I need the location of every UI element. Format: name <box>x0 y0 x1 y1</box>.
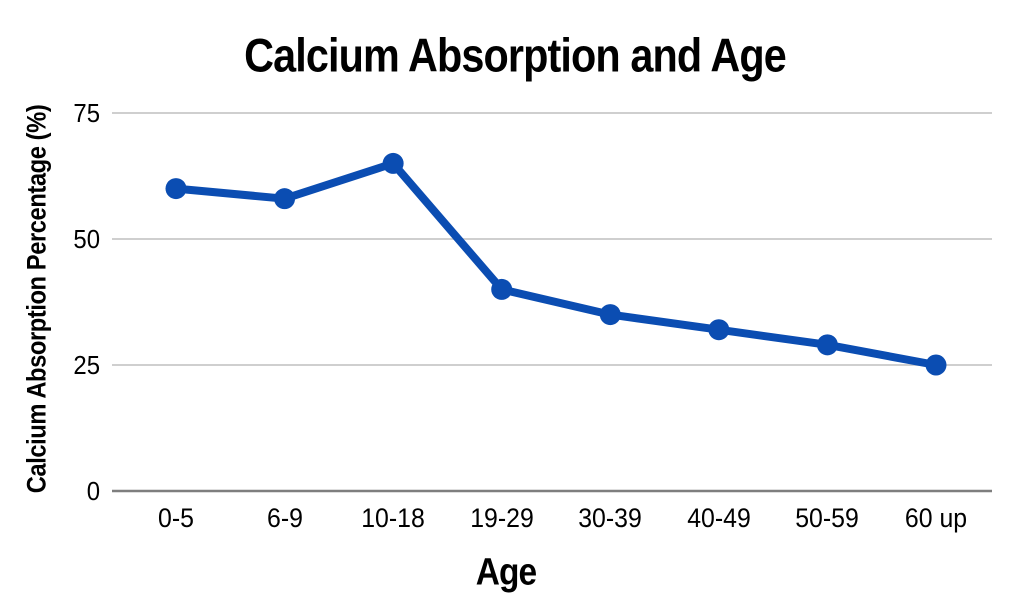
data-point <box>382 152 404 174</box>
x-axis-title-text: Age <box>475 551 537 594</box>
plot-area <box>112 112 992 493</box>
data-point <box>165 178 187 200</box>
x-tick-label: 40-49 <box>687 503 751 533</box>
x-tick-label: 6-9 <box>266 503 303 533</box>
x-axis-title: Age <box>472 552 541 595</box>
x-tick-label: 30-39 <box>578 503 643 533</box>
y-axis-title: Calcium Absorption Percentage (%) <box>22 78 53 520</box>
data-point <box>925 354 947 376</box>
series-line <box>172 159 940 369</box>
x-tick-label: 50-59 <box>795 503 860 533</box>
x-tick-label: 0-5 <box>158 503 194 533</box>
data-point <box>491 278 513 300</box>
y-tick-label: 75 <box>73 98 100 128</box>
chart-title: Calcium Absorption and Age <box>207 28 823 83</box>
y-tick-label: 0 <box>86 476 100 506</box>
y-tick-label: 25 <box>73 350 100 380</box>
data-point <box>816 334 838 356</box>
x-tick-label: 19-29 <box>469 503 534 533</box>
data-point <box>708 319 730 341</box>
x-tick-label: 60 up <box>904 503 968 533</box>
data-point <box>274 188 296 210</box>
y-axis-title-text: Calcium Absorption Percentage (%) <box>21 104 52 494</box>
chart-title-text: Calcium Absorption and Age <box>244 28 787 82</box>
y-tick-label: 50 <box>73 224 100 254</box>
data-point <box>599 304 621 326</box>
x-tick-label: 10-18 <box>361 503 425 533</box>
